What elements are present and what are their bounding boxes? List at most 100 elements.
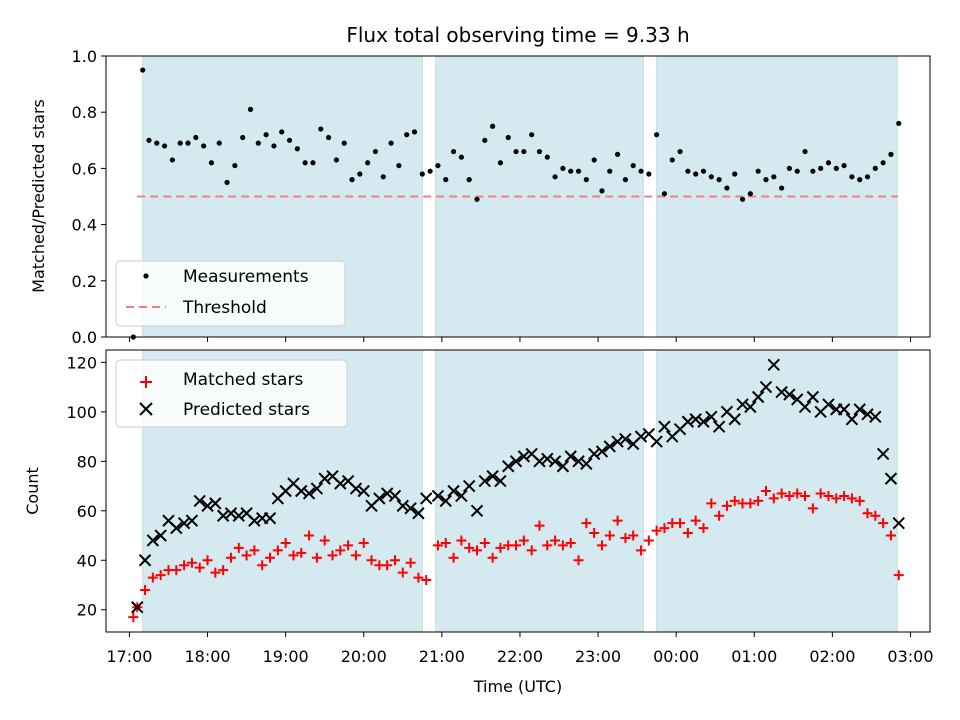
measurement-point [247, 106, 254, 112]
measurement-point [755, 168, 761, 174]
matched-point [257, 560, 268, 571]
predicted-point [783, 388, 796, 401]
measurement-point [536, 148, 543, 155]
measurement-point [575, 168, 582, 174]
predicted-point [728, 413, 741, 426]
ratio-y-axis-label: Matched/Predicted stars [29, 99, 48, 293]
matched-point [581, 518, 592, 529]
counts-y-axis-label: Count [23, 467, 42, 515]
measurement-point [661, 191, 668, 197]
matched-point [800, 490, 811, 501]
matched-point [596, 540, 607, 551]
predicted-point [462, 479, 476, 493]
measurement-point [466, 177, 472, 183]
matched-point [272, 545, 283, 556]
measurement-point [427, 168, 433, 174]
matched-point [643, 535, 654, 546]
measurement-point [591, 157, 597, 163]
matched-point [265, 552, 276, 563]
matched-point [140, 584, 151, 595]
measurement-point [318, 126, 324, 132]
counts-panel: 20 40 60 80 100 120 17:00 18:00 19:00 20:00 21:00… [23, 349, 934, 696]
predicted-point [837, 403, 851, 416]
predicted-point [759, 380, 773, 394]
matched-point [534, 520, 545, 531]
matched-point [518, 535, 529, 546]
measurement-point [286, 137, 293, 143]
predicted-point [177, 516, 191, 530]
measurement-point [232, 162, 238, 169]
predicted-point [318, 472, 331, 485]
predicted-point [705, 410, 718, 423]
measurement-point [349, 177, 355, 183]
predicted-point [861, 408, 874, 421]
matched-point [823, 490, 834, 501]
predicted-point [357, 484, 370, 498]
matched-point [464, 542, 475, 553]
matched-point [604, 530, 615, 541]
matched-point [171, 565, 182, 576]
matched-point [311, 552, 322, 563]
predicted-point [486, 469, 499, 483]
measurement-point [146, 137, 152, 143]
measurement-point [419, 171, 425, 177]
predicted-point [658, 420, 671, 433]
measurement-point [294, 146, 300, 152]
predicted-point [681, 415, 695, 428]
measurement-point [521, 148, 527, 155]
predicted-point [775, 385, 788, 399]
matched-point [335, 545, 346, 556]
predicted-point [349, 482, 363, 495]
predicted-point [892, 516, 905, 530]
x-tick-label: 02:00 [809, 647, 855, 666]
x-tick-label: 20:00 [341, 647, 387, 666]
ratio-y-ticks: 0.0 0.2 0.4 0.6 0.8 1.0 [72, 47, 106, 347]
matched-point [194, 562, 205, 573]
measurement-point [607, 168, 613, 174]
measurement-point [154, 140, 160, 146]
measurement-point [864, 174, 871, 180]
measurement-point [810, 168, 816, 174]
matched-point [147, 572, 158, 583]
matched-point [440, 537, 451, 548]
measurement-point [646, 171, 652, 177]
legend-measurements-marker [143, 273, 149, 279]
measurement-point [193, 134, 199, 141]
predicted-point [697, 415, 710, 428]
predicted-stars-series [131, 358, 905, 614]
predicted-point [224, 507, 238, 520]
predicted-point [744, 400, 757, 414]
predicted-point [154, 529, 167, 542]
y-tick-label: 40 [77, 551, 97, 570]
predicted-point [396, 499, 410, 513]
matched-point [343, 540, 354, 551]
predicted-point [388, 489, 402, 503]
predicted-point [572, 455, 585, 468]
predicted-point [712, 420, 726, 433]
measurement-point [271, 143, 277, 149]
matched-point [550, 535, 561, 546]
measurements-series [130, 67, 902, 340]
predicted-point [587, 447, 601, 461]
measurement-point [638, 168, 644, 174]
y-tick-label: 120 [66, 353, 97, 372]
matched-point [729, 495, 740, 506]
predicted-point [138, 554, 152, 567]
predicted-point [170, 521, 183, 535]
ratio-plot-frame [105, 55, 931, 338]
measurement-point [685, 168, 691, 174]
matched-point [304, 530, 315, 541]
measurement-point [216, 140, 222, 146]
matched-point [241, 550, 252, 561]
matched-point [511, 540, 522, 551]
measurement-point [654, 132, 660, 138]
predicted-point [248, 514, 261, 527]
matched-point [846, 493, 857, 504]
matched-point [745, 498, 756, 509]
measurement-point [240, 134, 246, 141]
y-tick-label: 0.0 [72, 328, 97, 347]
matched-point [179, 560, 190, 571]
measurement-point [739, 196, 746, 202]
predicted-point [884, 472, 898, 485]
matched-point [526, 545, 537, 556]
